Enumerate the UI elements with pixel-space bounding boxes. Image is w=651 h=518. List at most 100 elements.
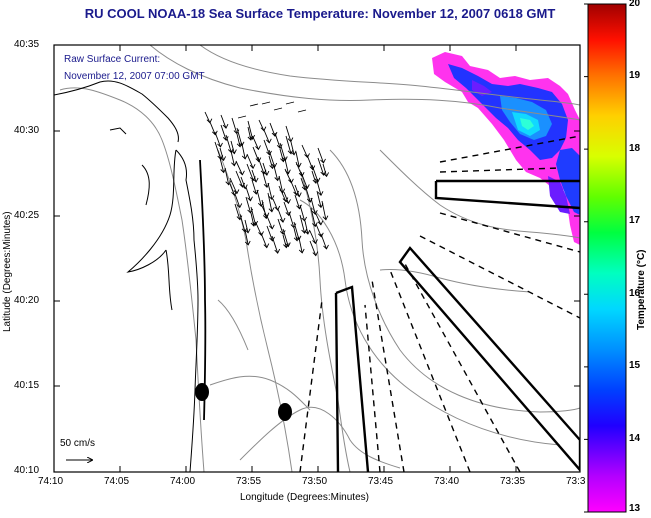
- current-vector-head: [317, 191, 324, 197]
- current-vector: [285, 125, 292, 142]
- current-vector: [251, 169, 257, 183]
- current-vector: [316, 190, 322, 208]
- current-vector-head: [217, 142, 223, 148]
- current-vector-head: [301, 185, 308, 191]
- shoreline-thick: [199, 159, 207, 421]
- current-vector: [266, 215, 273, 229]
- current-vector: [214, 141, 222, 160]
- current-vector: [239, 213, 246, 232]
- current-vector: [273, 107, 283, 111]
- axis-ticks: [53, 44, 581, 473]
- current-vector-head: [279, 217, 286, 223]
- current-vector: [300, 171, 308, 189]
- current-vector: [220, 114, 227, 129]
- scale-label: 50 cm/s: [60, 438, 96, 449]
- current-vector: [289, 178, 298, 196]
- current-vector: [277, 218, 284, 235]
- current-vector: [311, 164, 319, 182]
- current-vector: [277, 208, 284, 223]
- current-vector-head: [255, 157, 262, 163]
- current-vector-head: [241, 154, 248, 160]
- current-vector-head: [298, 248, 305, 254]
- current-vector-head: [311, 222, 318, 228]
- current-vector: [235, 170, 244, 188]
- colorbar-tick-label: 13: [629, 503, 641, 514]
- colorbar-label: Temperature (°C): [636, 249, 647, 331]
- current-vector-head: [279, 230, 286, 236]
- current-vector-head: [244, 228, 251, 234]
- current-vector-head: [268, 195, 275, 201]
- current-vector-head: [290, 150, 297, 156]
- current-vector-head: [231, 149, 237, 155]
- current-vector: [260, 232, 268, 248]
- current-vector-head: [252, 177, 259, 183]
- current-vector-head: [271, 131, 278, 137]
- current-vector: [262, 162, 268, 176]
- current-vector-head: [231, 161, 237, 167]
- current-vector: [247, 126, 252, 141]
- current-vector: [288, 211, 295, 228]
- current-vector: [272, 198, 279, 211]
- current-vector: [256, 189, 262, 207]
- colorbar-tick-label: 17: [629, 215, 641, 226]
- current-vector: [252, 136, 259, 150]
- current-vector-head: [255, 145, 261, 151]
- current-vector: [310, 197, 316, 215]
- current-vector: [249, 103, 259, 107]
- current-vector: [294, 184, 300, 197]
- colorbar-tick-label: 19: [629, 70, 641, 81]
- current-vector: [234, 193, 241, 208]
- current-vector-head: [317, 220, 324, 226]
- current-vector-head: [311, 209, 318, 215]
- current-vector: [283, 201, 290, 216]
- current-vector: [273, 165, 279, 181]
- current-vector: [250, 206, 257, 226]
- current-vector-head: [280, 157, 286, 163]
- current-vector-head: [244, 240, 251, 246]
- annotation-line1: Raw Surface Current:: [64, 54, 161, 65]
- colorbar-tick-label: 18: [629, 143, 641, 154]
- current-vector: [315, 213, 322, 225]
- current-vector: [236, 133, 241, 147]
- current-vector: [306, 154, 314, 170]
- current-vectors: [204, 101, 330, 257]
- current-vector: [279, 142, 286, 161]
- current-vector: [246, 153, 254, 169]
- x-tick-label: 73:50: [302, 476, 328, 487]
- current-vector-head: [263, 243, 270, 249]
- current-vector: [304, 220, 309, 235]
- y-tick-label: 40:25: [14, 210, 40, 221]
- current-vector: [284, 158, 289, 174]
- map-frame: [53, 44, 581, 473]
- current-vector-head: [241, 184, 248, 190]
- current-vector: [252, 146, 260, 162]
- current-vector: [224, 167, 230, 185]
- current-vector-head: [274, 205, 281, 211]
- current-vector: [322, 163, 328, 177]
- current-vector-head: [233, 189, 240, 195]
- current-vector: [309, 240, 317, 256]
- current-vector: [305, 187, 311, 203]
- map-title: RU COOL NOAA-18 Sea Surface Temperature:…: [84, 6, 556, 21]
- current-vector: [298, 237, 303, 253]
- current-vector-head: [312, 239, 318, 245]
- current-vector-head: [265, 138, 272, 144]
- radar-sector-wedges: [334, 179, 580, 472]
- current-vector-head: [322, 215, 329, 221]
- current-vector-head: [284, 242, 291, 248]
- colorbar-tick-label: 15: [629, 360, 641, 371]
- current-vector: [251, 179, 257, 195]
- current-vector: [271, 235, 279, 254]
- current-vector-head: [298, 171, 305, 177]
- current-vector: [237, 115, 247, 119]
- current-vector-head: [312, 178, 319, 184]
- current-vector: [282, 228, 289, 247]
- current-vector: [240, 176, 246, 189]
- current-vector: [229, 177, 238, 194]
- y-tick-label: 40:10: [14, 465, 40, 476]
- current-vector-head: [293, 236, 300, 242]
- current-vector: [220, 124, 227, 141]
- current-vector-head: [247, 135, 254, 141]
- x-tick-label: 73:55: [236, 476, 262, 487]
